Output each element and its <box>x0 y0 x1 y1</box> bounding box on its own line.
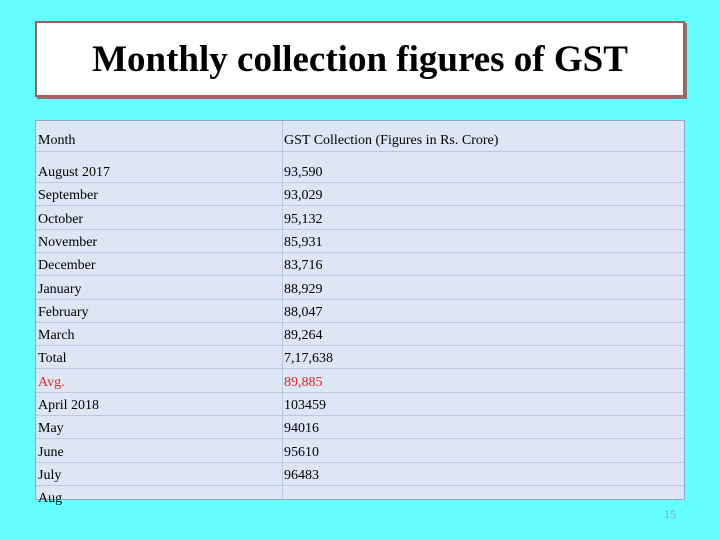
header-divider-line <box>36 151 684 152</box>
month-cell: November <box>38 234 98 250</box>
row-divider-line <box>36 415 684 416</box>
row-divider-line <box>36 275 684 277</box>
row-divider-line <box>36 205 684 207</box>
month-cell: August 2017 <box>38 165 110 180</box>
table-row: Avg. 89,885 <box>36 371 684 394</box>
table-row: October 95,132 <box>36 208 684 231</box>
table-row: May 94016 <box>36 417 684 440</box>
table-row: September 93,029 <box>36 184 684 207</box>
row-divider-line <box>36 321 684 323</box>
collection-value-cell: 88,929 <box>284 281 323 297</box>
month-cell: September <box>38 188 98 204</box>
month-cell: Total <box>38 351 67 367</box>
collection-value-cell: 83,716 <box>284 258 323 274</box>
month-cell: March <box>38 328 75 344</box>
header-gst-collection: GST Collection (Figures in Rs. Crore) <box>284 133 499 148</box>
collection-value-cell: 93,029 <box>284 188 323 204</box>
header-month: Month <box>38 133 76 148</box>
slide-title: Monthly collection figures of GST <box>92 38 628 80</box>
table-row: January 88,929 <box>36 278 684 301</box>
row-divider-line <box>36 368 684 370</box>
collection-value-cell: 89,264 <box>284 328 323 344</box>
table-row: June 95610 <box>36 441 684 464</box>
table-row: November 85,931 <box>36 231 684 254</box>
row-divider-line <box>36 438 684 440</box>
table-row: February 88,047 <box>36 301 684 324</box>
collection-value-cell: 88,047 <box>284 304 323 320</box>
month-cell: January <box>38 281 82 297</box>
month-cell: May <box>38 421 64 437</box>
month-cell: Aug <box>38 491 63 507</box>
slide-title-box: Monthly collection figures of GST <box>35 21 685 97</box>
collection-value-cell: 95,132 <box>284 211 323 227</box>
table-row: Total 7,17,638 <box>36 347 684 370</box>
gst-collection-table: Month GST Collection (Figures in Rs. Cro… <box>35 120 685 506</box>
page-number: 15 <box>664 507 676 521</box>
table-row: July 96483 <box>36 464 684 487</box>
month-cell: Avg. <box>38 374 65 390</box>
table-row: Aug <box>36 487 684 510</box>
row-divider-line <box>36 228 684 230</box>
collection-value-cell: 93,590 <box>284 165 323 180</box>
collection-value-cell: 103459 <box>284 398 326 413</box>
row-divider-line <box>36 182 684 183</box>
column-divider <box>282 121 283 499</box>
table-row: August 2017 93,590 <box>36 161 684 184</box>
table-row: April 2018 103459 <box>36 394 684 417</box>
month-cell: July <box>38 467 62 483</box>
collection-value-cell: 94016 <box>284 421 319 437</box>
collection-value-cell: 85,931 <box>284 234 323 250</box>
collection-value-cell: 89,885 <box>284 374 323 390</box>
month-cell: October <box>38 211 84 227</box>
row-divider-line <box>36 298 684 300</box>
collection-value-cell: 7,17,638 <box>284 351 333 367</box>
row-divider-line <box>36 345 684 347</box>
table-row: December 83,716 <box>36 254 684 277</box>
row-divider-line <box>36 484 684 486</box>
row-divider-line <box>36 391 684 393</box>
month-cell: June <box>38 444 64 460</box>
table-row: March 89,264 <box>36 324 684 347</box>
month-cell: December <box>38 258 96 274</box>
month-cell: April 2018 <box>38 398 100 413</box>
row-divider-line <box>36 251 684 253</box>
collection-value-cell: 96483 <box>284 467 319 483</box>
month-cell: February <box>38 304 89 320</box>
collection-value-cell: 95610 <box>284 444 319 460</box>
table-header-row: Month GST Collection (Figures in Rs. Cro… <box>36 129 684 152</box>
row-divider-line <box>36 461 684 463</box>
